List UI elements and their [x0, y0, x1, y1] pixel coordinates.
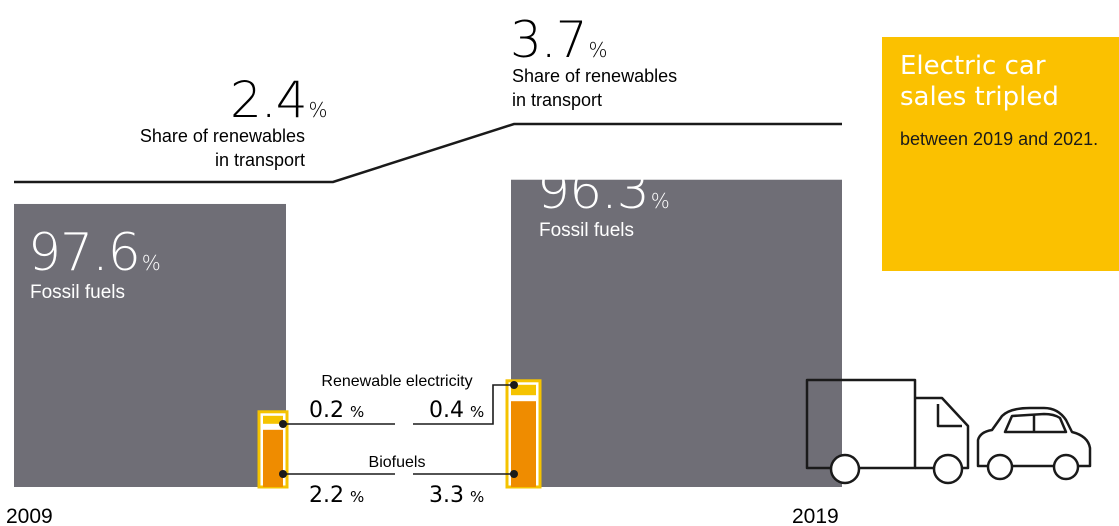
share-2019-value: 3.7%	[510, 11, 607, 69]
leader-dots	[279, 381, 518, 478]
share-2009-label-line1: Share of renewables	[140, 126, 305, 146]
truck-icon	[805, 378, 970, 485]
year-2019-label: 2019	[792, 505, 839, 526]
callout-subtext: between 2019 and 2021.	[900, 129, 1099, 149]
leader-lines	[283, 384, 514, 475]
bar-biofuels-2009	[263, 429, 283, 487]
bar-fossil-2009	[14, 203, 286, 487]
fossil-2009-value: 97.6%	[28, 223, 160, 283]
bar-renewable-electricity-2019	[511, 384, 536, 396]
year-2009-label: 2009	[6, 505, 53, 526]
share-2009-label-line2: in transport	[215, 150, 305, 170]
fossil-2009-label: Fossil fuels	[30, 282, 125, 303]
bar-renewable-electricity-2009	[263, 415, 283, 424]
car-icon	[976, 406, 1092, 481]
renewable-electricity-2019-value: 0.4%	[429, 398, 484, 423]
fossil-2019-label: Fossil fuels	[539, 220, 634, 241]
share-2009-value: 2.4%	[230, 71, 327, 129]
biofuels-label: Biofuels	[369, 454, 426, 471]
share-2019-label-line1: Share of renewables	[512, 66, 677, 86]
share-2019-label-line2: in transport	[512, 90, 602, 110]
biofuels-2019-value: 3.3%	[429, 483, 484, 508]
electric-car-callout: Electric car sales tripled between 2019 …	[882, 37, 1119, 271]
renewable-electricity-2009-value: 0.2%	[309, 398, 364, 423]
biofuels-2009-value: 2.2%	[309, 483, 364, 508]
renewable-electricity-label: Renewable electricity	[321, 373, 472, 390]
callout-headline: Electric car sales tripled	[900, 51, 1059, 112]
bar-fossil-2019	[511, 179, 842, 488]
renewable-share-line	[14, 122, 842, 184]
fossil-2019-value: 96.3%	[537, 161, 669, 221]
